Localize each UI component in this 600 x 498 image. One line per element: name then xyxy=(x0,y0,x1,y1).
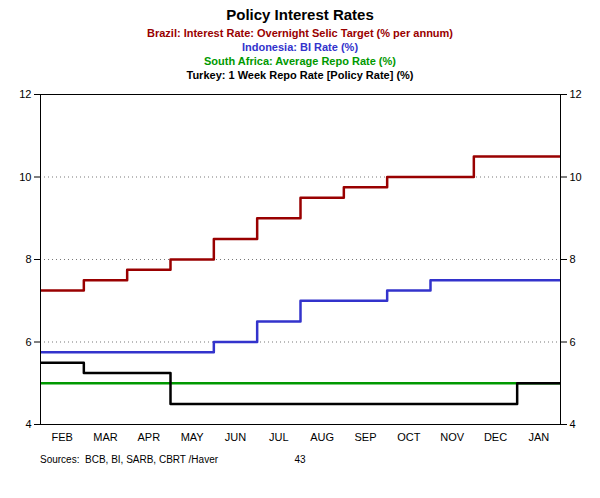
svg-text:4: 4 xyxy=(570,418,576,430)
svg-text:SEP: SEP xyxy=(354,431,376,443)
html-text:South Africa: Average Repo Rat: South Africa: Average Repo Rate (%) xyxy=(204,55,396,67)
svg-text:10: 10 xyxy=(19,171,31,183)
svg-text:NOV: NOV xyxy=(440,431,465,443)
html-text:Policy Interest Rates: Policy Interest Rates xyxy=(226,6,374,23)
svg-text:JUL: JUL xyxy=(269,431,289,443)
svg-text:JAN: JAN xyxy=(528,431,549,443)
html-text:Indonesia: BI Rate (%): Indonesia: BI Rate (%) xyxy=(241,41,359,53)
svg-text:10: 10 xyxy=(570,171,582,183)
svg-text:6: 6 xyxy=(25,336,31,348)
html-text:Turkey: 1 Week Repo Rate [Poli: Turkey: 1 Week Repo Rate [Policy Rate] (… xyxy=(186,69,414,81)
svg-text:8: 8 xyxy=(25,253,31,265)
svg-text:4: 4 xyxy=(25,418,31,430)
svg-text:JUN: JUN xyxy=(225,431,246,443)
svg-text:AUG: AUG xyxy=(310,431,334,443)
svg-text:APR: APR xyxy=(138,431,161,443)
svg-text:12: 12 xyxy=(19,88,31,100)
svg-text:OCT: OCT xyxy=(397,431,421,443)
svg-text:12: 12 xyxy=(570,88,582,100)
svg-text:MAY: MAY xyxy=(181,431,205,443)
html-text:Brazil: Interest Rate: Overnig: Brazil: Interest Rate: Overnight Selic T… xyxy=(147,27,453,39)
html-text:43: 43 xyxy=(294,454,306,465)
svg-text:FEB: FEB xyxy=(51,431,72,443)
svg-text:8: 8 xyxy=(570,253,576,265)
svg-text:MAR: MAR xyxy=(93,431,118,443)
html-text:Sources: BCB, BI, SARB, CBRT /: Sources: BCB, BI, SARB, CBRT /Haver xyxy=(40,454,218,465)
svg-text:6: 6 xyxy=(570,336,576,348)
svg-text:DEC: DEC xyxy=(484,431,507,443)
